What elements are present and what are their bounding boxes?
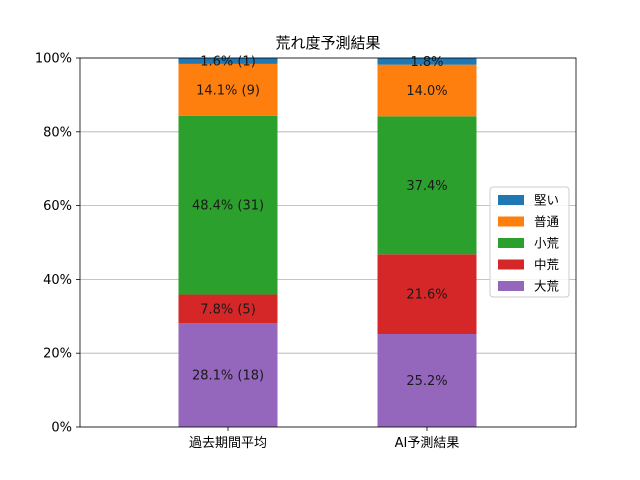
bar-segment <box>178 115 278 295</box>
legend-swatch <box>498 281 524 291</box>
y-tick-label: 80% <box>43 125 72 140</box>
segment-label: 1.6% (1) <box>200 54 256 69</box>
legend-label: 中荒 <box>534 257 559 272</box>
segment-label: 28.1% (18) <box>192 369 264 384</box>
plot-frame <box>79 57 577 428</box>
bar-segment <box>377 334 477 427</box>
bar-segment <box>178 323 278 427</box>
x-tick-label: AI予測結果 <box>395 436 460 451</box>
segment-label: 1.8% <box>410 55 443 70</box>
segment-label: 14.1% (9) <box>196 83 260 98</box>
axes-layer: 0% 20% 40% 60% 80% 100% 過去期間平均 AI予測結果 <box>35 52 577 451</box>
segment-label: 7.8% (5) <box>200 302 256 317</box>
bars-layer <box>178 58 477 427</box>
legend-swatch <box>498 195 524 205</box>
segment-label: 21.6% <box>406 288 447 303</box>
y-tick-label: 100% <box>35 52 72 67</box>
bar-segment <box>377 254 477 335</box>
legend-label: 大荒 <box>534 279 559 294</box>
segment-label: 37.4% <box>406 179 447 194</box>
y-tick-label: 60% <box>43 199 72 214</box>
legend-swatch <box>498 259 524 270</box>
y-tick-label: 20% <box>43 347 72 362</box>
segment-label: 48.4% (31) <box>192 199 264 214</box>
bar-segment <box>377 116 477 255</box>
bar-segment <box>178 63 278 116</box>
y-tick-label: 0% <box>51 421 72 436</box>
segment-label: 25.2% <box>406 374 447 389</box>
bar-segment <box>377 58 477 65</box>
bar-segment <box>178 294 278 324</box>
legend-label: 普通 <box>534 214 560 229</box>
bar-segment <box>377 64 477 117</box>
chart-title: 荒れ度予測結果 <box>275 34 380 52</box>
segment-label: 14.0% <box>406 84 447 99</box>
legend-label: 小荒 <box>534 236 559 251</box>
y-tick-label: 40% <box>43 273 72 288</box>
legend-label: 堅い <box>534 193 559 208</box>
x-tick-label: 過去期間平均 <box>189 436 267 451</box>
legend-swatch <box>498 238 524 248</box>
bar-segment <box>178 58 278 64</box>
legend-swatch <box>498 216 524 227</box>
